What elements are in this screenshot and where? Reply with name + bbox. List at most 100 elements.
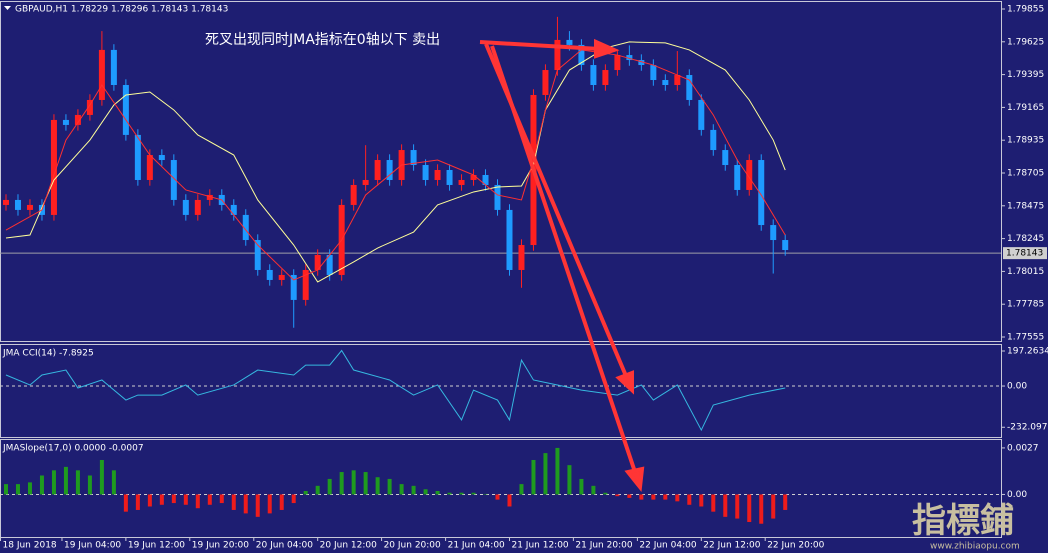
menu-icon xyxy=(4,6,11,10)
arrow-head xyxy=(594,38,620,59)
bar xyxy=(627,494,632,498)
bar xyxy=(279,494,284,510)
plot: 1.79855 1.79625 1.79395 1.79165 1.78935 1.787… xyxy=(0,4,1048,551)
candle-body xyxy=(158,155,165,161)
candle-body xyxy=(266,269,273,280)
candle-body xyxy=(470,174,477,180)
y-tick-label: 1.77785 xyxy=(1007,300,1044,310)
x-tick-label: 19 Jun 12:00 xyxy=(128,541,185,551)
bar xyxy=(771,494,776,519)
bar xyxy=(651,494,656,500)
bar xyxy=(543,453,548,495)
bar xyxy=(171,494,176,504)
candle-body xyxy=(626,55,633,61)
candle-body xyxy=(230,204,237,215)
candle-body xyxy=(446,170,453,185)
bar xyxy=(495,494,500,500)
x-tick-label: 20 Jun 12:00 xyxy=(320,541,377,551)
x-tick-label: 21 Jun 04:00 xyxy=(448,541,505,551)
bar xyxy=(447,492,452,495)
candle-body xyxy=(362,179,369,185)
bar xyxy=(471,492,476,495)
candle-body xyxy=(458,179,465,185)
candle-body xyxy=(242,214,249,241)
candle-body xyxy=(254,240,261,270)
bar xyxy=(747,494,752,523)
candle-body xyxy=(614,55,621,71)
y-tick-label: 1.78935 xyxy=(1007,136,1044,146)
arrows xyxy=(479,38,645,493)
bar xyxy=(639,494,644,500)
bar xyxy=(507,494,512,507)
x-tick-label: 18 Jun 2018 xyxy=(3,541,57,551)
y-tick-label: 1.79395 xyxy=(1007,70,1044,80)
bar xyxy=(783,494,788,510)
y-tick-label: 1.79625 xyxy=(1007,37,1044,47)
y-tick-label: 1.78245 xyxy=(1007,234,1044,244)
candle-body xyxy=(506,209,513,270)
line-series xyxy=(5,349,786,432)
bar xyxy=(675,494,680,502)
bar xyxy=(75,470,80,495)
bar xyxy=(423,489,428,495)
bar xyxy=(759,494,764,524)
candle-body xyxy=(710,129,717,151)
bar xyxy=(99,459,104,495)
cci-frame xyxy=(0,344,1002,438)
candle-body xyxy=(326,255,333,275)
bar xyxy=(735,494,740,519)
bar xyxy=(15,484,20,495)
bar xyxy=(711,494,716,512)
candle-body xyxy=(374,160,381,180)
bar xyxy=(591,485,596,495)
bar xyxy=(183,494,188,505)
bar xyxy=(459,492,464,495)
candle-body xyxy=(278,274,285,280)
bar xyxy=(723,494,728,517)
bar xyxy=(63,466,68,495)
x-tick-label: 20 Jun 04:00 xyxy=(256,541,313,551)
candle-body xyxy=(590,65,597,86)
candle-body xyxy=(698,99,705,130)
candle-body xyxy=(602,70,609,86)
candle-body xyxy=(134,134,141,180)
panel-label: JMASlope(17,0) 0.0000 -0.0007 xyxy=(2,444,144,454)
last-price-label: 1.78143 xyxy=(1006,249,1043,259)
bar xyxy=(87,475,92,495)
y-tick-label: 1.79855 xyxy=(1007,4,1044,14)
bar xyxy=(687,494,692,505)
candle-body xyxy=(410,150,417,166)
bar xyxy=(111,470,116,495)
bar xyxy=(123,494,128,512)
bar xyxy=(243,494,248,514)
bar xyxy=(351,470,356,495)
y-tick-label: 1.77555 xyxy=(1007,333,1044,343)
bar xyxy=(531,459,536,495)
x-tick-label: 22 Jun 04:00 xyxy=(639,541,696,551)
y-tick-label: 1.78705 xyxy=(1007,168,1044,178)
x-tick-label: 19 Jun 20:00 xyxy=(192,541,249,551)
candle-body xyxy=(194,199,201,215)
candle-body xyxy=(686,75,693,100)
bar xyxy=(411,485,416,495)
y-tick-label: 1.78015 xyxy=(1007,267,1044,277)
bar xyxy=(27,482,32,495)
candle-body xyxy=(770,225,777,241)
candle-body xyxy=(758,160,765,226)
candle-body xyxy=(662,80,669,86)
candle-body xyxy=(206,194,213,200)
annotation: 死叉出现同时JMA指标在0轴以下 卖出 xyxy=(205,32,440,48)
bar xyxy=(399,484,404,495)
bar xyxy=(363,472,368,495)
arrow xyxy=(479,40,601,51)
bar xyxy=(219,494,224,504)
candle-body xyxy=(386,160,393,180)
candle-body xyxy=(422,165,429,180)
bar xyxy=(231,494,236,510)
x-tick-label: 21 Jun 12:00 xyxy=(511,541,568,551)
candle-body xyxy=(86,99,93,115)
bar xyxy=(699,494,704,507)
bar xyxy=(603,492,608,495)
candle-body xyxy=(494,184,501,210)
